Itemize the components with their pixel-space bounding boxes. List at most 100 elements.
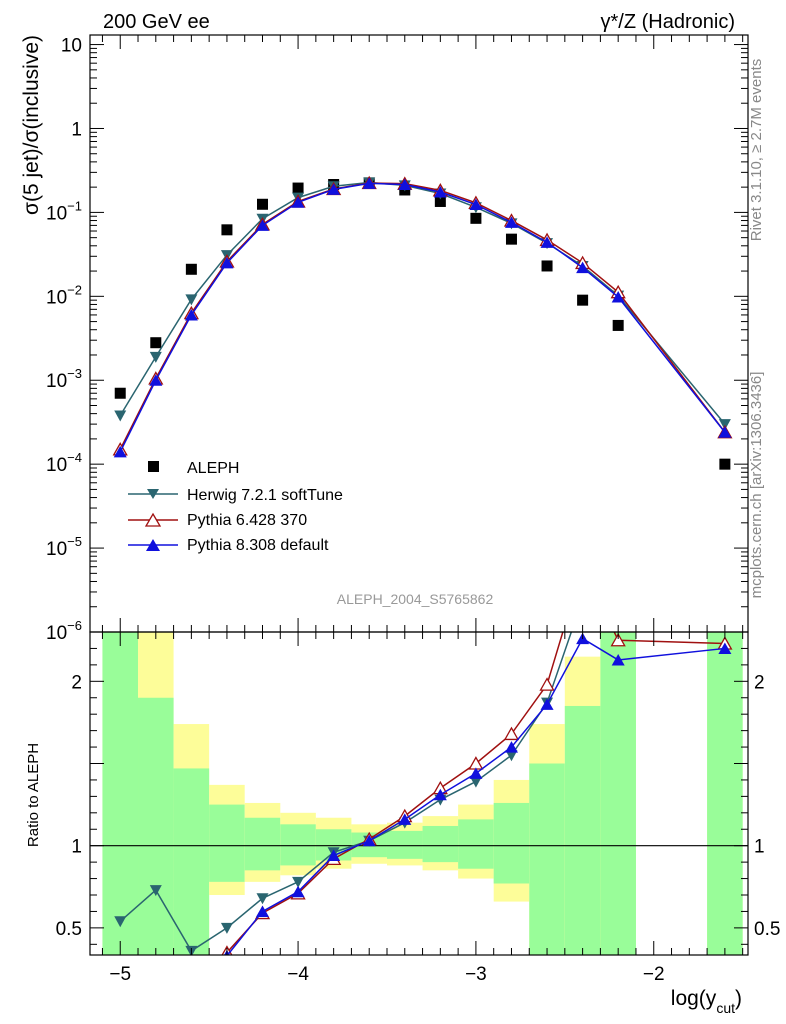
main-ytick-exponent-4: −3 bbox=[67, 366, 82, 381]
legend-entry-pythia8: Pythia 8.308 default bbox=[128, 537, 329, 554]
ratio-band-green-11 bbox=[493, 802, 530, 884]
main-series-3-point-9 bbox=[433, 186, 447, 198]
analysis-label: ALEPH_2004_S5765862 bbox=[337, 591, 494, 607]
main-ytick-exponent-5: −4 bbox=[67, 450, 82, 465]
main-series-0-point-5 bbox=[292, 182, 304, 194]
ratio-series-line-2 bbox=[226, 637, 725, 955]
header-left-label: 200 GeV ee bbox=[103, 11, 210, 33]
ratio-ytick-label-right-1: 1 bbox=[754, 837, 765, 858]
legend-entry-aleph: ALEPH bbox=[148, 460, 239, 477]
ratio-series-0-point-5 bbox=[292, 876, 305, 888]
ratio-band-green-2 bbox=[173, 768, 210, 955]
legend-label-aleph: ALEPH bbox=[187, 460, 239, 477]
ratio-series-2-point-1 bbox=[256, 905, 270, 917]
ratio-series-2-point-9 bbox=[540, 698, 554, 710]
main-series-0-point-1 bbox=[150, 337, 162, 349]
main-series-1-point-1 bbox=[149, 351, 162, 363]
ratio-ytick-label-left-1: 1 bbox=[71, 837, 82, 858]
ratio-series-2-point-11 bbox=[611, 653, 625, 666]
ratio-series-0-point-1 bbox=[149, 885, 162, 897]
main-ytick-label-0: 10 bbox=[61, 36, 82, 57]
ratio-series-2-point-4 bbox=[362, 834, 376, 847]
main-series-1-point-15 bbox=[718, 419, 731, 431]
legend-entry-herwig: Herwig 7.2.1 softTune bbox=[128, 487, 343, 504]
main-series-0-point-10 bbox=[470, 212, 482, 224]
main-series-3-point-5 bbox=[291, 196, 305, 208]
main-series-0-point-13 bbox=[577, 294, 589, 306]
ratio-series-2-point-5 bbox=[398, 813, 412, 825]
ratio-band-green-15 bbox=[707, 632, 743, 955]
ratio-xlabel-close: ) bbox=[735, 987, 742, 1010]
ratio-series-0-point-11 bbox=[505, 750, 518, 762]
main-ytick-label-2: 10−1 bbox=[46, 198, 82, 224]
main-ytick-exponent-7: −6 bbox=[67, 618, 82, 633]
ratio-band-green-3 bbox=[209, 804, 245, 882]
main-series-1-point-2 bbox=[185, 294, 198, 306]
main-ytick-label-4: 10−3 bbox=[46, 366, 82, 392]
main-panel-series bbox=[112, 175, 733, 470]
ratio-xtick-label-0: −5 bbox=[109, 964, 131, 985]
main-series-0-point-2 bbox=[185, 263, 197, 275]
ratio-band-green-14 bbox=[600, 632, 636, 955]
main-series-0-point-14 bbox=[612, 319, 624, 331]
main-ylabel: σ(5 jet)/σ(inclusive) bbox=[20, 35, 43, 215]
ratio-band-green-10 bbox=[458, 819, 494, 869]
ratio-band-green-13 bbox=[564, 705, 601, 955]
main-series-1-point-0 bbox=[114, 410, 127, 422]
ratio-band-green-1 bbox=[138, 697, 174, 955]
ratio-series-2-point-2 bbox=[291, 885, 305, 898]
main-series-0-point-9 bbox=[434, 195, 446, 207]
ratio-band-green-9 bbox=[422, 825, 459, 863]
ratio-xlabel-subscript: cut bbox=[716, 1000, 735, 1016]
main-series-3-point-4 bbox=[256, 219, 270, 231]
legend-marker-herwig bbox=[147, 489, 159, 499]
axis-ticks bbox=[90, 35, 748, 955]
main-series-3-point-7 bbox=[362, 177, 376, 189]
main-series-0-point-3 bbox=[221, 224, 233, 236]
main-series-0-point-11 bbox=[505, 233, 517, 245]
ratio-panel-frame bbox=[89, 631, 749, 956]
main-series-3-point-3 bbox=[220, 256, 234, 269]
main-series-0-point-4 bbox=[257, 198, 269, 210]
ratio-series-1-point-8 bbox=[503, 726, 520, 741]
ratio-series-2-point-6 bbox=[433, 788, 447, 801]
main-ytick-label-1: 1 bbox=[71, 119, 82, 140]
ratio-band-green-0 bbox=[102, 632, 139, 955]
ratio-xtick-label-2: −3 bbox=[465, 964, 487, 985]
legend-marker-pythia6 bbox=[144, 512, 162, 527]
ratio-ytick-label-right-0: 0.5 bbox=[754, 919, 780, 940]
ratio-series-1-point-9 bbox=[539, 677, 555, 691]
ratio-xlabel: log(ycut) bbox=[671, 987, 742, 1016]
ratio-band-green-4 bbox=[244, 817, 281, 871]
legend-label-pythia6: Pythia 6.428 370 bbox=[187, 512, 307, 529]
ratio-ytick-label-right-2: 2 bbox=[754, 672, 765, 693]
ratio-ytick-label-left-2: 2 bbox=[71, 672, 82, 693]
main-series-0-point-15 bbox=[719, 458, 731, 470]
ratio-band-green-8 bbox=[386, 830, 423, 859]
ratio-series-0-point-3 bbox=[220, 922, 233, 934]
main-ytick-label-3: 10−2 bbox=[46, 282, 82, 308]
main-ytick-exponent-2: −1 bbox=[67, 198, 82, 213]
main-series-3-point-10 bbox=[469, 198, 483, 211]
ratio-uncertainty-bands bbox=[102, 632, 743, 955]
main-series-3-point-14 bbox=[611, 291, 625, 303]
main-series-3-point-2 bbox=[184, 308, 198, 321]
legend-marker-aleph bbox=[148, 461, 159, 472]
main-series-3-point-11 bbox=[504, 216, 518, 228]
main-series-line-1 bbox=[119, 181, 726, 425]
header-right-label: γ*/Z (Hadronic) bbox=[601, 11, 735, 33]
ratio-ytick-label-left-0: 0.5 bbox=[56, 919, 82, 940]
ratio-series-2-point-7 bbox=[469, 767, 483, 779]
main-ytick-label-6: 10−5 bbox=[46, 534, 82, 560]
legend-entry-pythia6: Pythia 6.428 370 bbox=[128, 512, 307, 529]
ratio-series-2-point-8 bbox=[504, 741, 518, 753]
ratio-series-2-point-3 bbox=[327, 849, 341, 862]
legend-marker-pythia8 bbox=[146, 539, 160, 551]
main-series-3-point-0 bbox=[113, 445, 127, 458]
main-ytick-label-7: 10−6 bbox=[46, 618, 82, 644]
ratio-series-0-point-0 bbox=[114, 916, 127, 928]
ratio-series-line-0 bbox=[119, 632, 573, 952]
main-series-3-point-12 bbox=[540, 236, 554, 248]
ratio-series-1-point-11 bbox=[610, 632, 626, 647]
